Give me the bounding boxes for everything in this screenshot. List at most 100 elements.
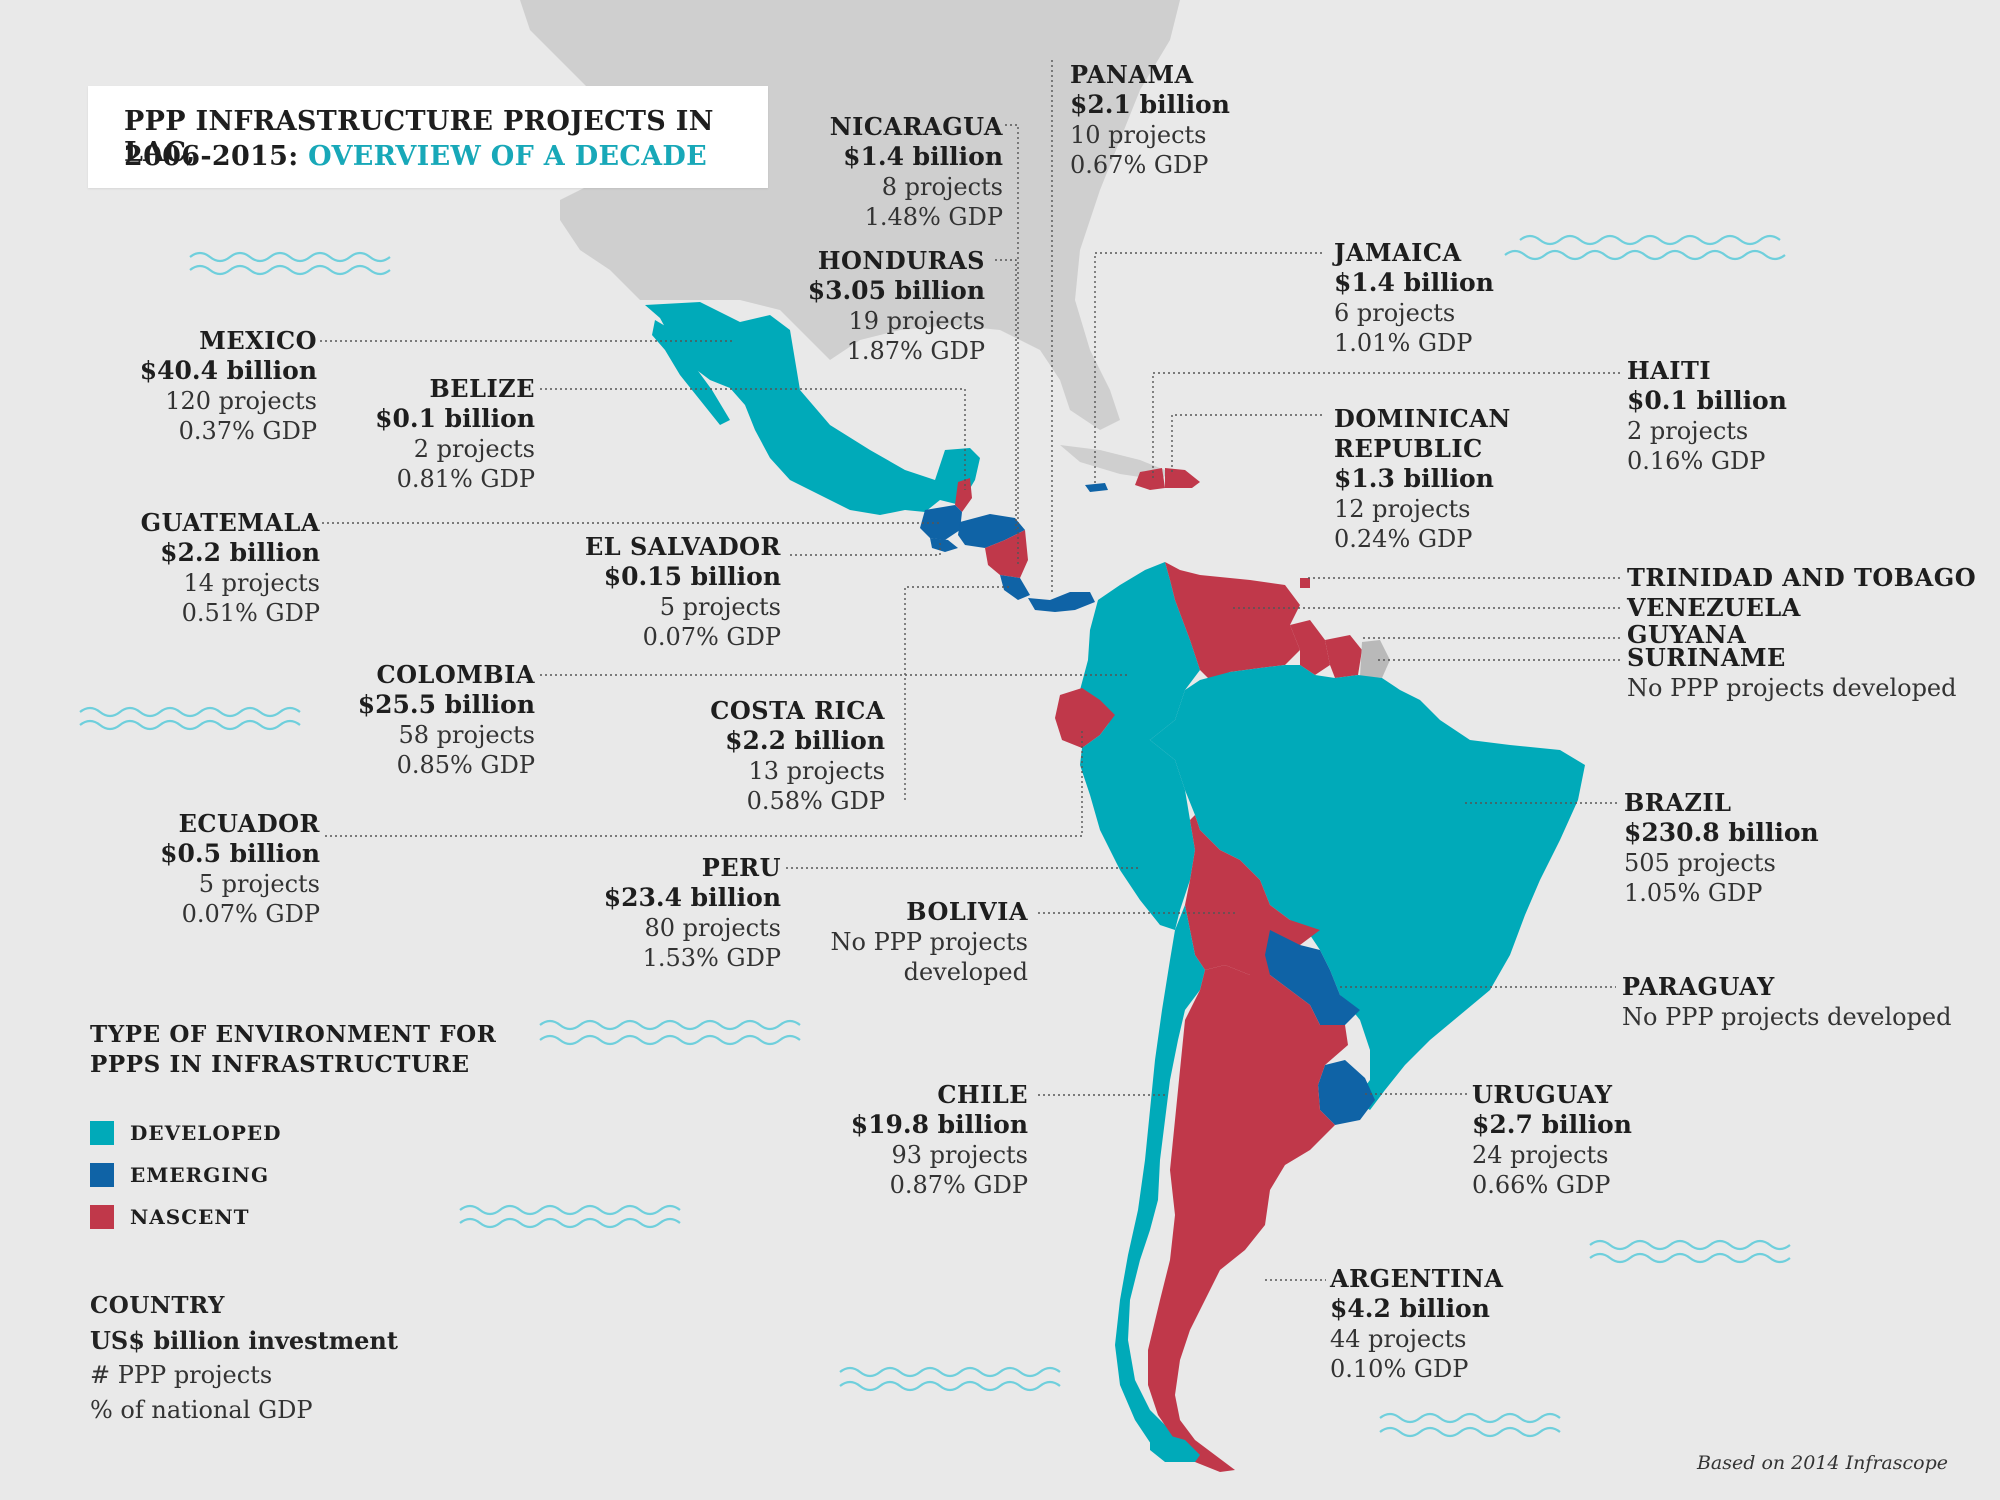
country-name: HONDURAS: [817, 246, 985, 275]
country-name: GUATEMALA: [140, 508, 320, 537]
uruguay-shape: [1318, 1060, 1375, 1125]
wave-10: [459, 1217, 681, 1229]
leader-nicaragua: [1005, 124, 1019, 565]
el-salvador-shape: [930, 538, 958, 552]
label-chile: CHILE $19.8 billion 93 projects 0.87% GD…: [851, 1080, 1028, 1200]
wave-7: [539, 1019, 801, 1031]
leader-belize: [540, 388, 966, 490]
investment: $0.1 billion: [1627, 386, 1787, 415]
investment: $2.7 billion: [1472, 1110, 1632, 1139]
emerging-swatch: [90, 1163, 114, 1187]
label-dominican-republic: DOMINICAN REPUBLIC $1.3 billion 12 proje…: [1334, 404, 1511, 554]
label-nicaragua: NICARAGUA $1.4 billion 8 projects 1.48% …: [830, 112, 1003, 232]
nascent-swatch: [90, 1205, 114, 1229]
title-box: PPP INFRASTRUCTURE PROJECTS IN LAC, 2006…: [88, 86, 768, 188]
source-note: Based on 2014 Infrascope: [1696, 1452, 1948, 1474]
legend-item-developed: DEVELOPED: [90, 1120, 281, 1146]
investment: $25.5 billion: [357, 690, 535, 719]
wave-5: [79, 706, 301, 718]
projects: 6 projects: [1334, 299, 1456, 327]
ecuador-shape: [1055, 688, 1115, 748]
wave-3: [1519, 234, 1781, 246]
projects: 80 projects: [644, 914, 782, 942]
label-peru: PERU $23.4 billion 80 projects 1.53% GDP: [604, 853, 781, 973]
country-name: JAMAICA: [1334, 238, 1462, 267]
wave-14: [839, 1380, 1061, 1392]
legend-item-emerging: EMERGING: [90, 1162, 269, 1188]
label-colombia: COLOMBIA $25.5 billion 58 projects 0.85%…: [358, 660, 535, 780]
projects: 120 projects: [165, 387, 317, 415]
sea-waves: [79, 234, 1791, 1438]
leader-haiti: [1152, 372, 1620, 478]
label-brazil: BRAZIL $230.8 billion 505 projects 1.05%…: [1624, 788, 1819, 908]
country-name: PERU: [701, 853, 781, 882]
gdp: 0.58% GDP: [746, 787, 885, 815]
label-argentina: ARGENTINA $4.2 billion 44 projects 0.10%…: [1330, 1264, 1503, 1384]
projects: 58 projects: [398, 721, 536, 749]
investment: $1.4 billion: [843, 142, 1003, 171]
label-key: COUNTRY US$ billion investment # PPP pro…: [90, 1288, 398, 1428]
honduras-shape: [958, 514, 1025, 548]
label-mexico: MEXICO $40.4 billion 120 projects 0.37% …: [140, 326, 317, 446]
label-paraguay: PARAGUAY No PPP projects developed: [1622, 972, 1952, 1032]
leader-ecuador: [325, 730, 1083, 837]
projects: 93 projects: [891, 1141, 1029, 1169]
gdp: 1.01% GDP: [1334, 329, 1473, 357]
label-jamaica: JAMAICA $1.4 billion 6 projects 1.01% GD…: [1334, 238, 1494, 358]
wave-6: [79, 719, 301, 731]
investment: $23.4 billion: [603, 883, 781, 912]
country-name: MEXICO: [199, 326, 317, 355]
investment: $40.4 billion: [139, 356, 317, 385]
country-name: COLOMBIA: [376, 660, 535, 689]
investment: $4.2 billion: [1330, 1294, 1490, 1323]
suriname-shape: [1360, 640, 1390, 678]
projects: 2 projects: [413, 435, 535, 463]
jamaica-shape: [1085, 483, 1108, 492]
haiti-shape: [1135, 468, 1165, 490]
gdp: 0.37% GDP: [178, 417, 317, 445]
developed-swatch: [90, 1121, 114, 1145]
leader-el-salvador: [790, 542, 941, 556]
bolivia-shape: [1185, 815, 1320, 975]
wave-4: [1504, 249, 1786, 261]
projects: 19 projects: [848, 307, 986, 335]
country-name: URUGUAY: [1472, 1080, 1613, 1109]
argentina-shape: [1148, 965, 1348, 1472]
country-name: HAITI: [1627, 356, 1712, 385]
country-name: PANAMA: [1070, 60, 1194, 89]
investment: $1.4 billion: [1334, 268, 1494, 297]
venezuela-shape: [1165, 562, 1300, 680]
country-name: PARAGUAY: [1622, 972, 1775, 1001]
key-projects: # PPP projects: [90, 1361, 273, 1389]
gdp: 1.53% GDP: [642, 944, 781, 972]
tierra-del-fuego-chile-shape: [1150, 1430, 1200, 1462]
panama-shape: [1028, 592, 1095, 612]
gdp: 0.85% GDP: [396, 751, 535, 779]
title-line-2: 2006-2015: OVERVIEW OF A DECADE: [124, 141, 707, 172]
projects: 5 projects: [659, 593, 781, 621]
investment: $2.2 billion: [160, 538, 320, 567]
leader-jamaica: [1094, 252, 1322, 484]
label-suriname: SURINAME No PPP projects developed: [1627, 643, 1957, 703]
country-name: VENEZUELA: [1627, 593, 1801, 622]
gdp: 1.48% GDP: [864, 203, 1003, 231]
wave-16: [1379, 1426, 1561, 1438]
label-trinidad: TRINIDAD AND TOBAGO: [1627, 563, 1976, 593]
note: No PPP projects developed: [1622, 1003, 1952, 1031]
investment: $0.15 billion: [603, 562, 781, 591]
investment: $19.8 billion: [850, 1110, 1028, 1139]
projects: 14 projects: [183, 569, 321, 597]
guyana-east-shape: [1325, 635, 1362, 678]
wave-11: [1589, 1239, 1791, 1251]
chile-shape: [1115, 905, 1205, 1462]
label-bolivia: BOLIVIA No PPP projects developed: [831, 897, 1028, 987]
projects: 2 projects: [1627, 417, 1749, 445]
label-ecuador: ECUADOR $0.5 billion 5 projects 0.07% GD…: [160, 809, 320, 929]
investment: $230.8 billion: [1624, 818, 1819, 847]
wave-12: [1589, 1252, 1791, 1264]
country-name: BRAZIL: [1624, 788, 1732, 817]
gdp: 0.66% GDP: [1472, 1171, 1611, 1199]
gdp: 1.87% GDP: [846, 337, 985, 365]
gdp: 0.10% GDP: [1330, 1355, 1469, 1383]
key-country: COUNTRY: [90, 1292, 225, 1319]
